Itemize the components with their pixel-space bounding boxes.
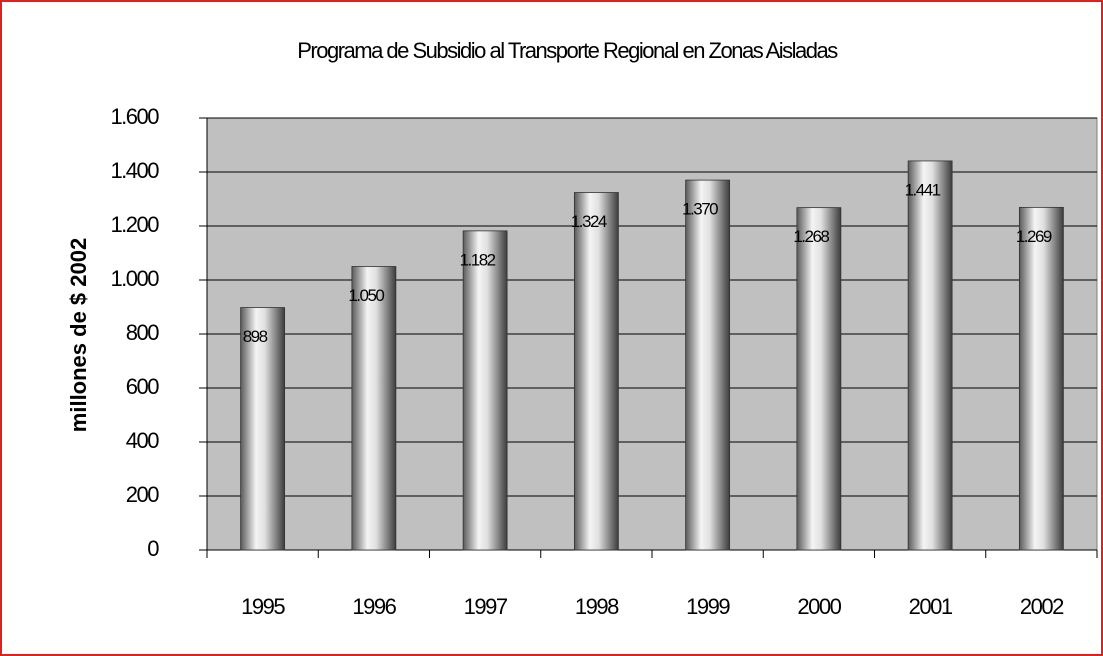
- bar: [685, 179, 731, 551]
- chart-title: Programa de Subsidio al Transporte Regio…: [297, 38, 838, 63]
- y-tick-label: 0: [147, 536, 159, 561]
- x-tick-label: 1998: [575, 594, 619, 619]
- y-tick-label: 800: [126, 320, 159, 345]
- y-tick-label: 200: [126, 482, 159, 507]
- y-tick-label: 1.400: [110, 158, 159, 183]
- y-tick-label: 1.200: [110, 212, 159, 237]
- x-tick-label: 1999: [686, 594, 730, 619]
- x-tick-label: 1995: [241, 594, 285, 619]
- data-label: 1.269: [1016, 227, 1052, 246]
- x-tick-label: 1996: [352, 594, 396, 619]
- y-tick-label: 1.000: [110, 266, 159, 291]
- bar: [462, 230, 508, 551]
- data-label: 1.050: [348, 286, 384, 305]
- bar: [240, 307, 286, 551]
- y-tick-label: 1.600: [110, 104, 159, 129]
- data-label: 1.268: [793, 227, 829, 246]
- bar: [1018, 206, 1064, 551]
- bar: [796, 207, 842, 551]
- bar: [907, 160, 953, 551]
- data-label: 898: [243, 327, 268, 346]
- data-label: 1.324: [571, 212, 607, 231]
- x-tick-label: 2002: [1020, 594, 1064, 619]
- x-tick-label: 1997: [464, 594, 508, 619]
- y-axis-label: millones de $ 2002: [66, 238, 91, 432]
- bar: [573, 192, 619, 551]
- y-tick-label: 400: [126, 428, 159, 453]
- x-tick-label: 2001: [909, 594, 953, 619]
- data-label: 1.441: [905, 180, 941, 199]
- y-tick-label: 600: [126, 374, 159, 399]
- x-tick-label: 2000: [797, 594, 841, 619]
- data-label: 1.182: [460, 250, 496, 269]
- bar: [351, 266, 397, 551]
- data-label: 1.370: [682, 200, 718, 219]
